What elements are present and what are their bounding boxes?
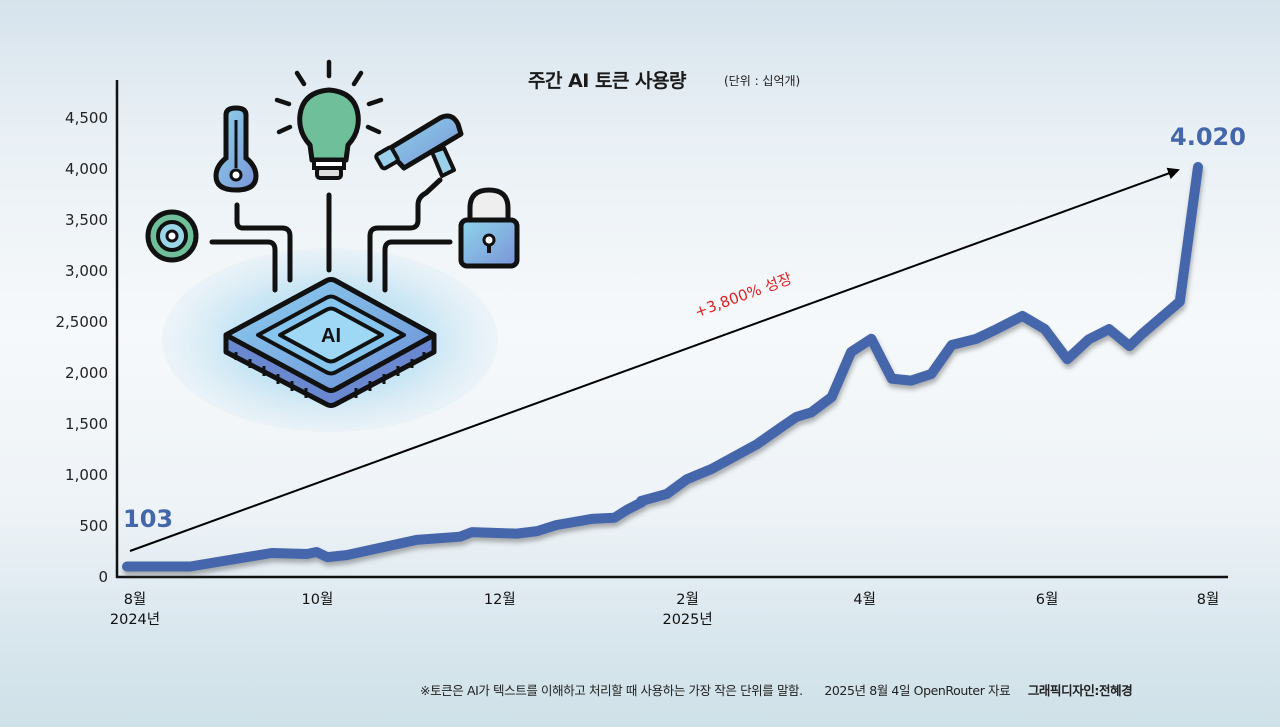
growth-label: +3,800% 성장 <box>692 269 794 321</box>
x-tick-year-label: 2024년 <box>110 611 160 628</box>
chart-unit: (단위 : 십억개) <box>724 74 801 88</box>
ai-chip-icon: AI <box>223 277 437 408</box>
lightbulb-icon <box>274 59 384 180</box>
start-value-label: 103 <box>123 505 173 533</box>
x-axis-ticks: 8월 2024년 10월 12월 2월 2025년 4월 6월 8월 <box>110 591 1219 628</box>
y-tick-label: 4,000 <box>65 160 108 178</box>
x-tick-label: 2월 <box>676 591 699 608</box>
target-icon <box>145 209 199 263</box>
footnote: ※토큰은 AI가 텍스트를 이해하고 처리할 때 사용하는 가장 작은 단위를 … <box>420 683 803 698</box>
trend-arrow <box>129 167 1180 552</box>
x-tick-label: 6월 <box>1036 591 1059 608</box>
x-tick-label: 10월 <box>302 591 334 608</box>
y-axis-ticks: 0 500 1,000 1,500 2,000 2,5000 3,000 3,500 4,000… <box>56 109 109 586</box>
y-tick-label: 1,000 <box>65 466 108 484</box>
y-tick-label: 4,500 <box>65 109 108 127</box>
x-tick-label: 8월 <box>124 591 147 608</box>
x-tick-label: 8월 <box>1197 591 1220 608</box>
y-tick-label: 1,500 <box>65 415 108 433</box>
end-value-label: 4.020 <box>1170 123 1246 151</box>
y-tick-label: 3,500 <box>65 211 108 229</box>
y-tick-label: 2,5000 <box>56 313 109 331</box>
x-tick-label: 12월 <box>484 591 516 608</box>
security-camera-icon <box>374 113 464 178</box>
credit-text: 그래픽디자인:전혜경 <box>1027 683 1133 698</box>
y-tick-label: 3,000 <box>65 262 108 280</box>
x-tick-label: 4월 <box>853 591 876 608</box>
x-tick-year-label: 2025년 <box>662 611 712 628</box>
y-tick-label: 2,000 <box>65 364 108 382</box>
chip-label: AI <box>321 325 341 347</box>
chart-title: 주간 AI 토큰 사용량 <box>528 70 686 92</box>
padlock-icon <box>458 187 520 269</box>
y-tick-label: 0 <box>98 568 108 586</box>
ai-iot-illustration: AI <box>145 59 520 432</box>
source-text: 2025년 8월 4일 OpenRouter 자료 <box>824 683 1011 698</box>
footer: ※토큰은 AI가 텍스트를 이해하고 처리할 때 사용하는 가장 작은 단위를 … <box>420 680 1133 699</box>
y-tick-label: 500 <box>79 517 108 535</box>
thermometer-icon <box>213 105 259 193</box>
data-line <box>122 162 1203 572</box>
